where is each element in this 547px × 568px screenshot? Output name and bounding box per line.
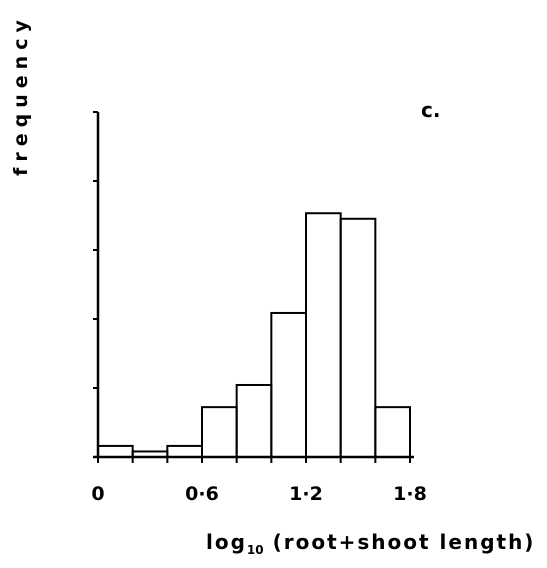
y-axis-label: frequency xyxy=(4,0,38,190)
x-axis-label: log10 (root+shoot length) xyxy=(206,530,535,557)
panel-label: c. xyxy=(421,98,441,122)
x-tick-label: 1·2 xyxy=(289,483,323,505)
x-tick-label: 0·6 xyxy=(185,483,219,505)
x-tick-label: 0 xyxy=(91,483,104,505)
x-tick-label: 1·8 xyxy=(393,483,427,505)
histogram-bar xyxy=(374,406,412,459)
histogram-bar xyxy=(97,444,134,459)
x-axis-label-rest: (root+shoot length) xyxy=(263,530,536,554)
y-axis-label-text: frequency xyxy=(10,14,32,176)
x-tick-labels: 0 0·6 1·2 1·8 xyxy=(91,483,426,505)
histogram-bar xyxy=(270,311,308,458)
histogram-bar xyxy=(201,406,238,459)
x-axis-label-subscript: 10 xyxy=(246,543,264,557)
histogram-bar xyxy=(131,450,169,458)
axes xyxy=(93,111,414,463)
bars xyxy=(97,212,412,459)
histogram-bar xyxy=(339,217,377,458)
x-axis-label-prefix: log xyxy=(206,530,247,554)
histogram-bar xyxy=(235,383,273,459)
histogram-bar xyxy=(305,212,342,458)
histogram-bar xyxy=(166,444,203,459)
